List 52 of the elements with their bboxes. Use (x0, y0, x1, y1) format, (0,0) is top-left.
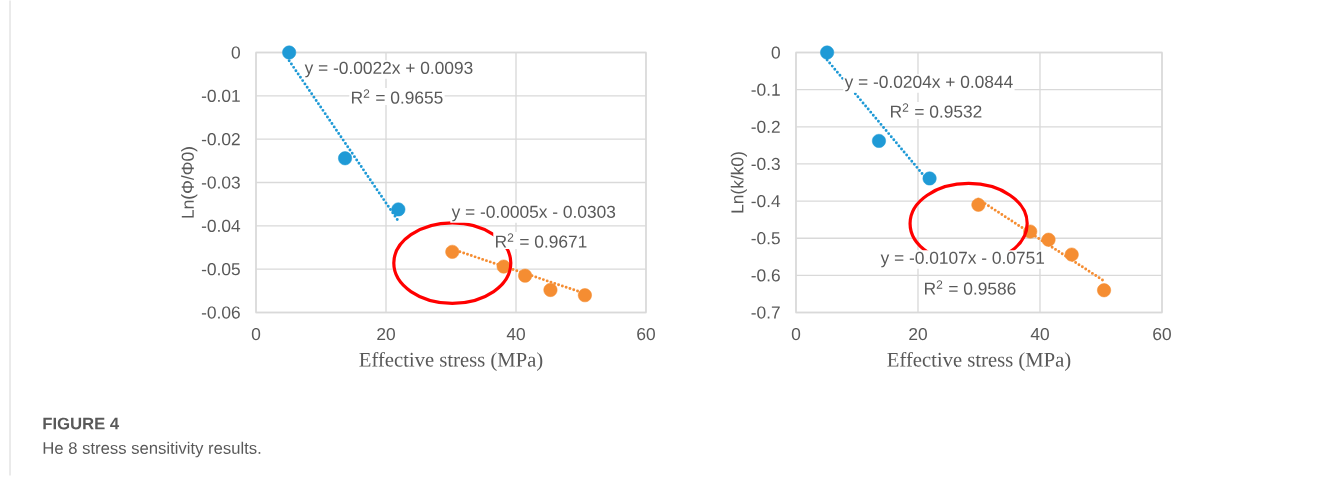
point (518, 268, 533, 283)
annotation: y = -0.0204x + 0.0844 (844, 75, 1013, 92)
point (496, 259, 511, 274)
y-tick-label: -0.05 (201, 263, 240, 276)
annotation: y = -0.0005x - 0.0303 (451, 205, 616, 222)
x-axis-title: Effective stress (MPa) (359, 352, 543, 372)
x-tick-label: 0 (791, 328, 801, 341)
y-tick-label: -0.3 (751, 158, 780, 171)
x-tick-label: 0 (251, 328, 261, 341)
point (872, 134, 886, 149)
y-tick-label: -0.1 (751, 83, 780, 97)
point (1064, 247, 1079, 262)
y-tick-label: -0.02 (201, 133, 240, 146)
y-tick-label: 0 (771, 46, 780, 59)
point (1097, 283, 1111, 298)
text: He 8 stress sensitivity results. (43, 441, 261, 458)
annotation: R$^{2}$ = 0.9671 (496, 233, 587, 248)
y-axis-title: Ln(Φ/Φ0) (181, 147, 198, 218)
y-tick-label: -0.7 (751, 306, 780, 319)
annotation: y = -0.0107x - 0.0751 (880, 251, 1045, 268)
point (543, 283, 558, 298)
y-tick-label: -0.04 (201, 219, 241, 233)
x-tick-label: 20 (909, 328, 927, 341)
x-axis-title: Effective stress (MPa) (887, 352, 1071, 372)
text: FIGURE 4 (43, 417, 120, 430)
annotation: R$^{2}$ = 0.9655 (352, 89, 443, 104)
point (391, 202, 406, 217)
x-tick-label: 20 (377, 328, 395, 341)
y-tick-label: -0.2 (751, 120, 780, 134)
x-tick-label: 60 (1153, 328, 1171, 341)
y-tick-label: -0.06 (201, 306, 240, 319)
point (445, 245, 460, 260)
y-tick-label: -0.01 (201, 89, 240, 103)
point (971, 198, 986, 212)
point (282, 45, 297, 60)
y-tick-label: -0.5 (751, 232, 780, 245)
y-tick-label: -0.6 (751, 269, 780, 282)
y-tick-label: 0 (231, 46, 240, 59)
point (577, 288, 592, 303)
point (922, 171, 937, 186)
point (1041, 233, 1056, 247)
x-tick-label: 60 (637, 328, 655, 341)
y-axis-title: Ln(k/k0) (730, 152, 747, 213)
y-tick-label: -0.4 (751, 195, 781, 208)
y-tick-label: -0.03 (201, 176, 240, 189)
annotation: R$^{2}$ = 0.9532 (891, 103, 982, 118)
annotation: y = -0.0022x + 0.0093 (304, 61, 473, 78)
x-tick-label: 40 (506, 328, 525, 341)
point (820, 45, 835, 60)
point (338, 151, 352, 166)
annotation: R$^{2}$ = 0.9586 (925, 280, 1016, 295)
x-tick-label: 40 (1030, 328, 1049, 341)
